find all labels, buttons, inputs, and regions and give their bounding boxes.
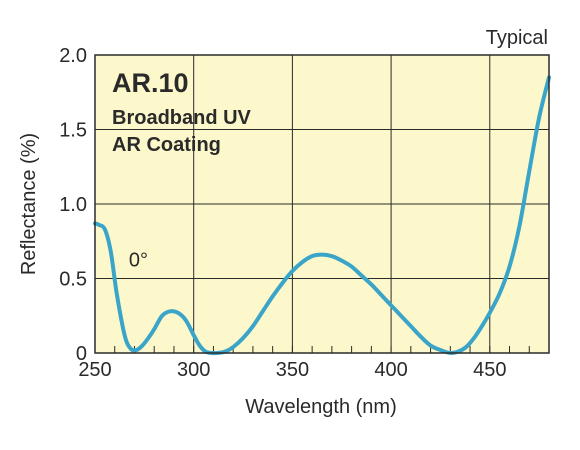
x-tick-label: 350 bbox=[276, 359, 309, 381]
x-tick-label: 400 bbox=[374, 359, 407, 381]
x-tick-label: 300 bbox=[177, 359, 210, 381]
corner-note: Typical bbox=[486, 27, 548, 49]
reflectance-curve bbox=[93, 75, 551, 356]
chart-title: AR.10 bbox=[112, 68, 189, 98]
chart-subtitle-line-2: AR Coating bbox=[112, 134, 221, 156]
y-tick-label: 0 bbox=[76, 343, 87, 365]
y-tick-label: 2.0 bbox=[59, 45, 87, 67]
y-tick-label: 1.0 bbox=[59, 194, 87, 216]
x-tick-label: 450 bbox=[473, 359, 506, 381]
plot-frame bbox=[94, 54, 550, 354]
y-axis-tick-labels: 0 0.5 1.0 1.5 2.0 bbox=[59, 45, 87, 365]
angle-annotation: 0° bbox=[129, 250, 148, 272]
y-tick-label: 0.5 bbox=[59, 269, 87, 291]
y-tick-label: 1.5 bbox=[59, 120, 87, 142]
x-axis-tick-labels: 250 300 350 400 450 bbox=[78, 359, 506, 381]
x-axis-title: Wavelength (nm) bbox=[245, 396, 397, 418]
x-tick-label: 250 bbox=[78, 359, 111, 381]
y-axis-title: Reflectance (%) bbox=[18, 133, 40, 275]
chart-subtitle-line-1: Broadband UV bbox=[112, 107, 252, 129]
